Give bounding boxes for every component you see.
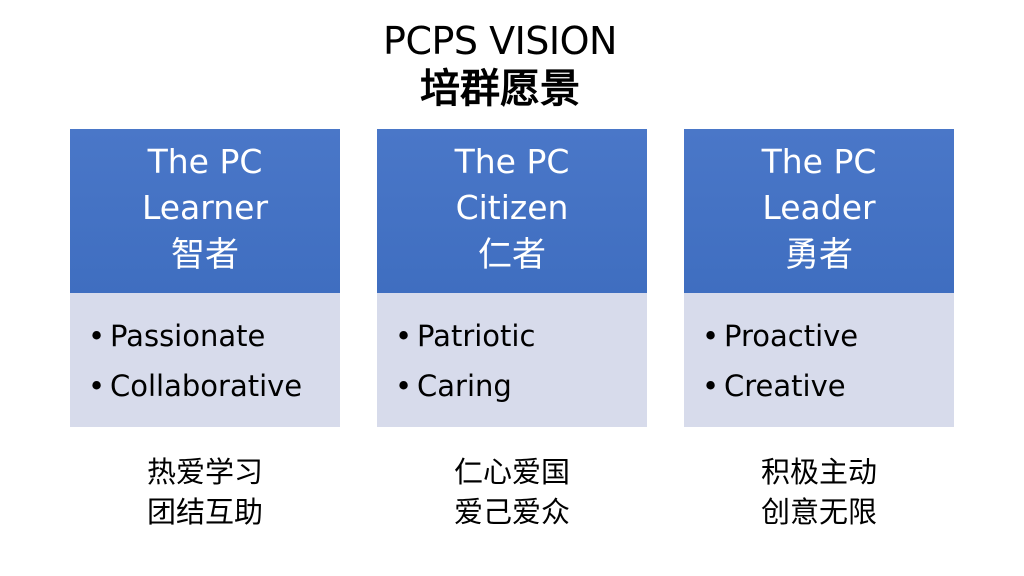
card-heading-chinese: 仁者 [478,235,546,275]
bullet-icon: • [88,319,106,353]
list-item: • Collaborative [88,361,340,411]
card-header: The PC Learner 智者 [70,129,340,293]
card-body: • Proactive • Creative [684,293,954,427]
list-item: • Caring [395,361,647,411]
card-body: • Passionate • Collaborative [70,293,340,427]
list-item-label: Passionate [110,319,266,353]
card-leader: The PC Leader 勇者 • Proactive • Creative [684,129,954,427]
caption-citizen: 仁心爱国 爱己爱众 [377,452,647,532]
list-item-label: Creative [724,369,846,403]
card-heading-line: Citizen [455,188,569,227]
card-heading-line: Learner [141,188,269,227]
caption-line: 仁心爱国 [453,455,570,489]
card-citizen: The PC Citizen 仁者 • Patriotic • Caring [377,129,647,427]
caption-line: 创意无限 [760,495,877,529]
title-english: PCPS VISION [383,19,617,63]
bullet-icon: • [702,319,720,353]
card-heading-line: The PC [147,142,263,181]
bullet-icon: • [395,369,413,403]
list-item: • Passionate [88,311,340,361]
list-item-label: Caring [417,369,512,403]
caption-line: 热爱学习 [146,455,263,489]
list-item-label: Patriotic [417,319,536,353]
caption-learner: 热爱学习 团结互助 [70,452,340,532]
caption-line: 爱己爱众 [453,495,570,529]
card-header: The PC Leader 勇者 [684,129,954,293]
bullet-icon: • [395,319,413,353]
title-chinese: 培群愿景 [420,66,580,112]
caption-line: 积极主动 [760,455,877,489]
list-item: • Patriotic [395,311,647,361]
list-item: • Proactive [702,311,954,361]
list-item-label: Proactive [724,319,859,353]
card-learner: The PC Learner 智者 • Passionate • Collabora… [70,129,340,427]
card-heading-line: The PC [761,142,877,181]
card-heading-line: Leader [762,188,876,227]
card-heading-chinese: 勇者 [785,235,853,275]
bullet-icon: • [702,369,720,403]
caption-leader: 积极主动 创意无限 [684,452,954,532]
card-heading-line: The PC [454,142,570,181]
slide-title: PCPS VISION 培群愿景 [0,18,1000,114]
list-item-label: Collaborative [110,369,303,403]
card-header: The PC Citizen 仁者 [377,129,647,293]
caption-line: 团结互助 [146,495,263,529]
list-item: • Creative [702,361,954,411]
bullet-icon: • [88,369,106,403]
card-heading-chinese: 智者 [171,235,239,275]
card-body: • Patriotic • Caring [377,293,647,427]
